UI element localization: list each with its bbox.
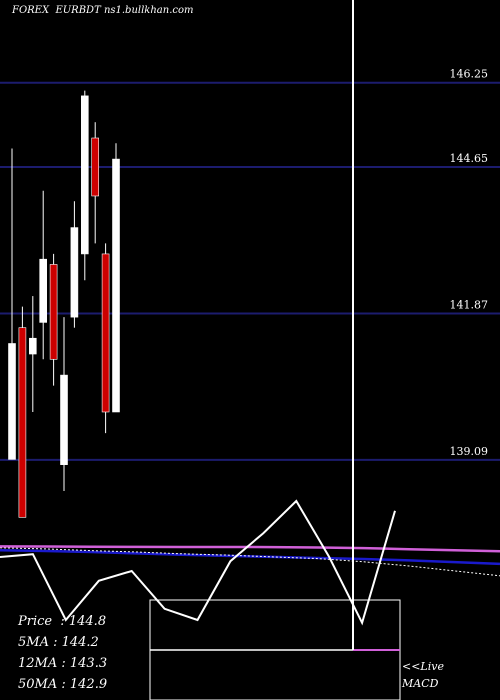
- y-tick-label: 141.87: [450, 298, 489, 311]
- chart-header: FOREX EURBDT ns1.bullkhan.com: [12, 5, 193, 16]
- moving-average-line: [0, 547, 500, 577]
- candle-body: [28, 337, 37, 355]
- macd-label: MACD: [402, 677, 439, 690]
- candle-body: [39, 258, 48, 323]
- candle-body: [8, 343, 16, 460]
- candle-body: [49, 264, 58, 360]
- ma12-readout: 12MA : 143.3: [18, 656, 108, 671]
- y-tick-label: 144.65: [450, 152, 489, 165]
- candle-body: [60, 374, 68, 465]
- moving-average-line: [0, 545, 500, 553]
- ma50-readout: 50MA : 142.9: [18, 677, 108, 692]
- moving-average-lines: [0, 545, 500, 577]
- candle-body: [101, 253, 110, 413]
- candles: [8, 90, 120, 518]
- candle-body: [81, 95, 89, 255]
- source-label: ns1.bullkhan.com: [103, 5, 194, 16]
- macd-line: [0, 499, 396, 626]
- y-tick-label: 139.09: [450, 445, 489, 458]
- price-readout: Price : 144.8: [18, 614, 107, 629]
- candle-body: [18, 327, 27, 518]
- candle-body: [70, 227, 79, 318]
- candle-body: [91, 137, 99, 197]
- price-gridlines: 146.25 144.65 141.87 139.09: [0, 68, 500, 461]
- macd-panel: [0, 499, 401, 700]
- live-label: <<Live: [402, 660, 444, 673]
- candle-body: [112, 158, 120, 413]
- ma5-readout: 5MA : 144.2: [18, 635, 99, 650]
- y-tick-label: 146.25: [450, 68, 489, 81]
- exchange-label: FOREX: [12, 5, 50, 16]
- symbol-label: EURBDT: [55, 5, 101, 16]
- moving-average-line: [0, 549, 500, 566]
